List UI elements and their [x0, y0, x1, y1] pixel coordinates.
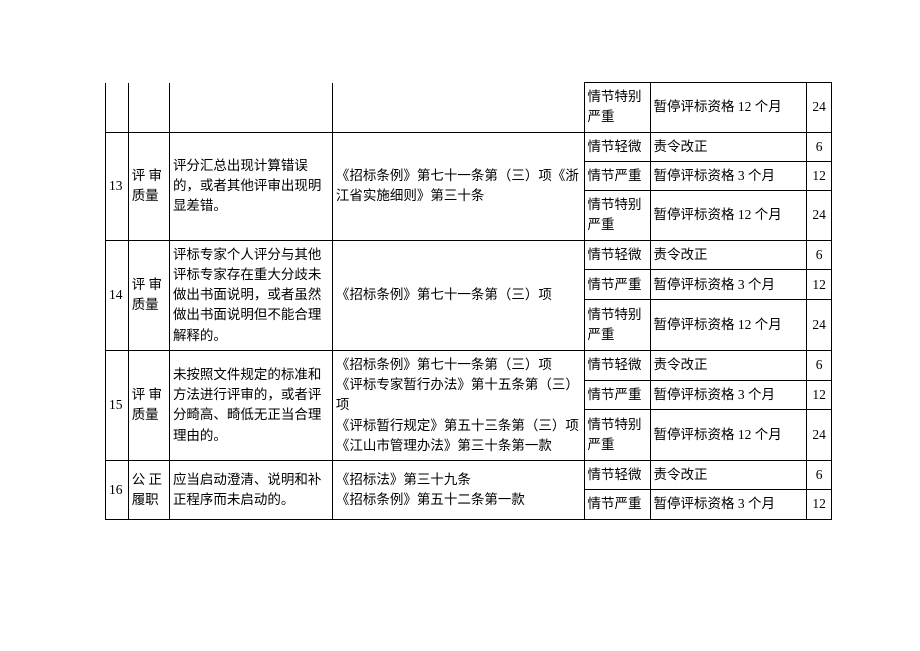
table-row: 16公 正履职应当启动澄清、说明和补正程序而未启动的。《招标法》第三十九条 《招… — [106, 461, 832, 490]
penalty-cell: 暂停评标资格 12 个月 — [650, 191, 807, 241]
severity-cell: 情节特别严重 — [584, 410, 650, 461]
row-basis — [332, 83, 584, 133]
regulation-table: 情节特别严重暂停评标资格 12 个月2413评 审质量评分汇总出现计算错误的，或… — [105, 82, 832, 520]
row-basis: 《招标条例》第七十一条第（三）项 《评标专家暂行办法》第十五条第（三）项 《评标… — [332, 350, 584, 460]
table-row: 15评 审质量未按照文件规定的标准和方法进行评审的，或者评分畸高、畸低无正当合理… — [106, 350, 832, 380]
row-basis: 《招标法》第三十九条 《招标条例》第五十二条第一款 — [332, 461, 584, 520]
score-cell: 24 — [807, 191, 832, 241]
penalty-cell: 暂停评标资格 3 个月 — [650, 270, 807, 300]
row-description: 应当启动澄清、说明和补正程序而未启动的。 — [169, 461, 332, 520]
score-cell: 6 — [807, 132, 832, 161]
row-category: 评 审质量 — [128, 240, 169, 350]
row-index: 15 — [106, 350, 129, 460]
row-category: 公 正履职 — [128, 461, 169, 520]
row-description: 评分汇总出现计算错误的，或者其他评审出现明显差错。 — [169, 132, 332, 240]
score-cell: 6 — [807, 350, 832, 380]
row-category — [128, 83, 169, 133]
penalty-cell: 暂停评标资格 3 个月 — [650, 161, 807, 190]
severity-cell: 情节严重 — [584, 490, 650, 519]
severity-cell: 情节轻微 — [584, 240, 650, 270]
row-basis: 《招标条例》第七十一条第（三）项 — [332, 240, 584, 350]
row-description — [169, 83, 332, 133]
score-cell: 12 — [807, 161, 832, 190]
row-description: 评标专家个人评分与其他评标专家存在重大分歧未做出书面说明，或者虽然做出书面说明但… — [169, 240, 332, 350]
score-cell: 12 — [807, 380, 832, 410]
table-row: 13评 审质量评分汇总出现计算错误的，或者其他评审出现明显差错。《招标条例》第七… — [106, 132, 832, 161]
severity-cell: 情节严重 — [584, 270, 650, 300]
row-category: 评 审质量 — [128, 350, 169, 460]
severity-cell: 情节轻微 — [584, 461, 650, 490]
table-row: 14评 审质量评标专家个人评分与其他评标专家存在重大分歧未做出书面说明，或者虽然… — [106, 240, 832, 270]
table-row: 情节特别严重暂停评标资格 12 个月24 — [106, 83, 832, 133]
severity-cell: 情节轻微 — [584, 350, 650, 380]
severity-cell: 情节严重 — [584, 380, 650, 410]
severity-cell: 情节特别严重 — [584, 300, 650, 351]
severity-cell: 情节特别严重 — [584, 191, 650, 241]
penalty-cell: 责令改正 — [650, 132, 807, 161]
penalty-cell: 暂停评标资格 3 个月 — [650, 490, 807, 519]
score-cell: 24 — [807, 83, 832, 133]
row-category: 评 审质量 — [128, 132, 169, 240]
penalty-cell: 暂停评标资格 12 个月 — [650, 83, 807, 133]
score-cell: 12 — [807, 490, 832, 519]
row-index — [106, 83, 129, 133]
row-index: 13 — [106, 132, 129, 240]
row-index: 14 — [106, 240, 129, 350]
severity-cell: 情节特别严重 — [584, 83, 650, 133]
severity-cell: 情节严重 — [584, 161, 650, 190]
row-description: 未按照文件规定的标准和方法进行评审的，或者评分畸高、畸低无正当合理理由的。 — [169, 350, 332, 460]
penalty-cell: 责令改正 — [650, 461, 807, 490]
penalty-cell: 暂停评标资格 12 个月 — [650, 300, 807, 351]
score-cell: 6 — [807, 461, 832, 490]
penalty-cell: 责令改正 — [650, 350, 807, 380]
score-cell: 24 — [807, 300, 832, 351]
row-index: 16 — [106, 461, 129, 520]
score-cell: 6 — [807, 240, 832, 270]
row-basis: 《招标条例》第七十一条第（三）项《浙江省实施细则》第三十条 — [332, 132, 584, 240]
severity-cell: 情节轻微 — [584, 132, 650, 161]
penalty-cell: 暂停评标资格 3 个月 — [650, 380, 807, 410]
penalty-cell: 暂停评标资格 12 个月 — [650, 410, 807, 461]
score-cell: 24 — [807, 410, 832, 461]
penalty-cell: 责令改正 — [650, 240, 807, 270]
score-cell: 12 — [807, 270, 832, 300]
